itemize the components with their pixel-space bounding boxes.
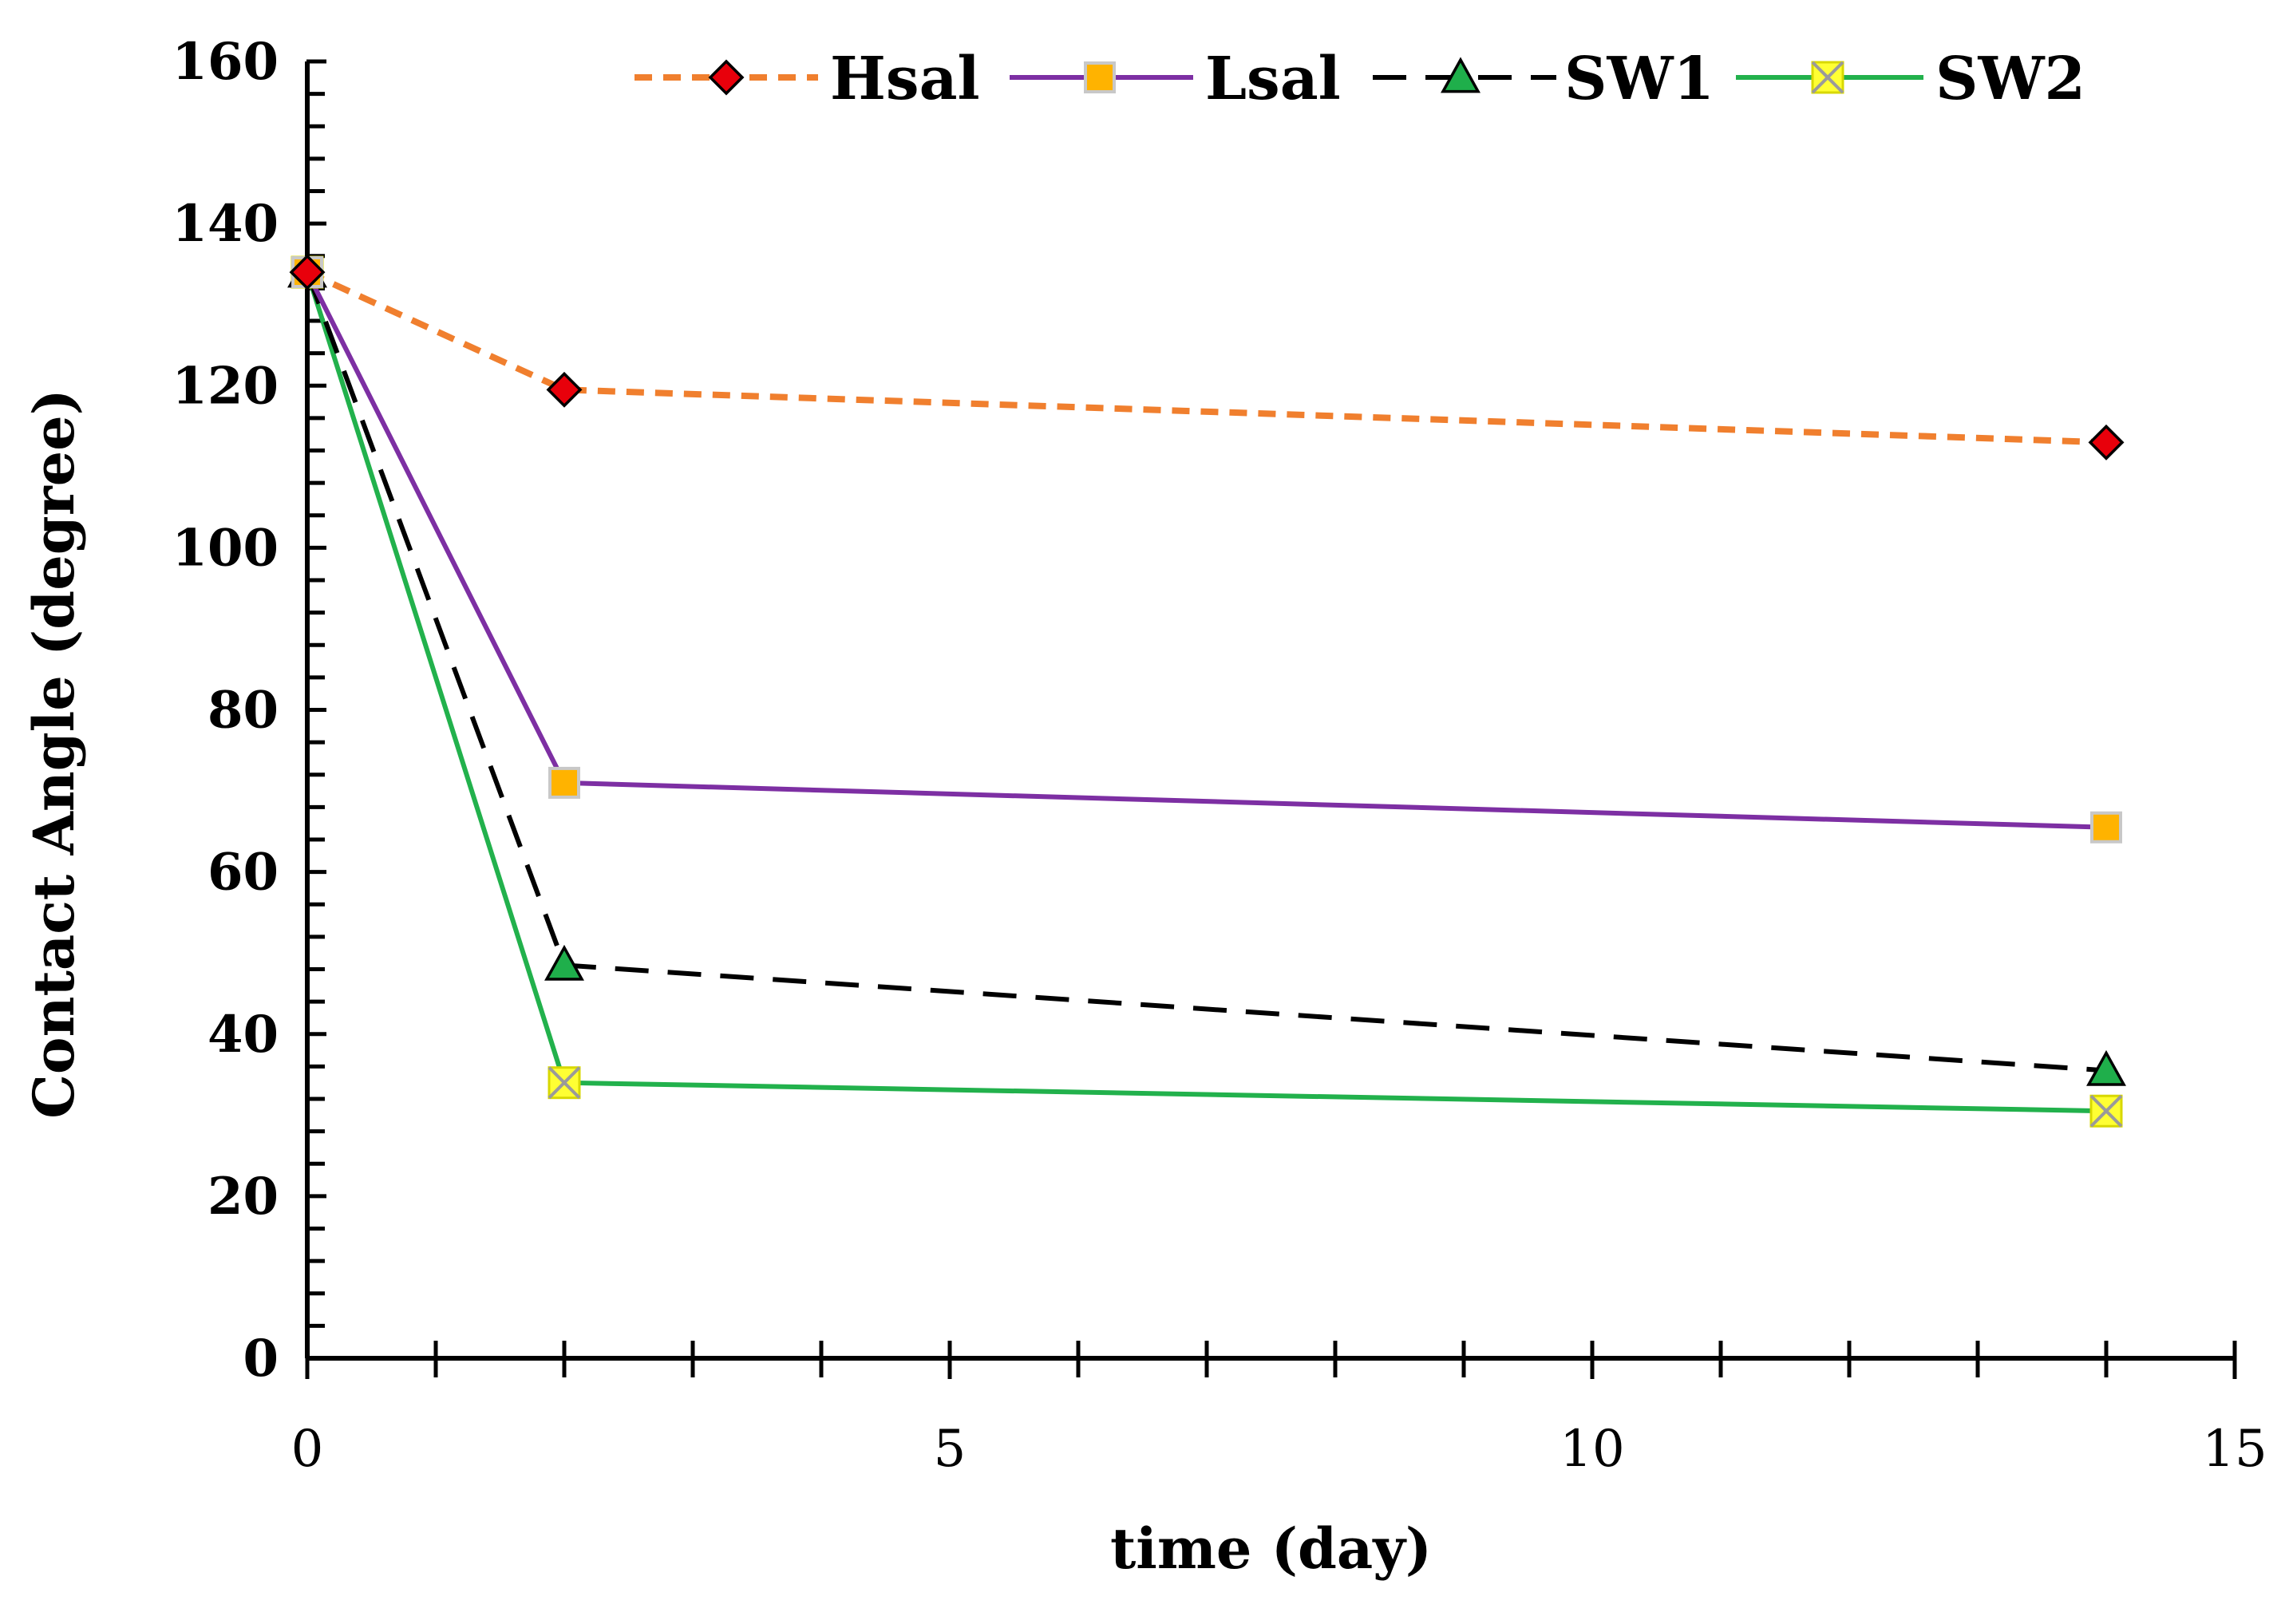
y-tick-label: 100 xyxy=(172,518,279,578)
series-layer xyxy=(305,269,2107,1114)
data-point-sw2-cross-b xyxy=(548,1066,581,1100)
legend: Hsal Lsal SW1 SW2 xyxy=(635,45,2085,113)
y-tick-label: 40 xyxy=(208,1005,279,1065)
legend-item-sw1: SW1 xyxy=(1373,45,1714,113)
legend-item-hsal: Hsal xyxy=(635,45,980,113)
data-point-lsal xyxy=(548,766,580,799)
y-tick-label: 160 xyxy=(172,32,279,92)
series-line-lsal xyxy=(305,271,2107,830)
data-point-hsal xyxy=(546,371,583,408)
legend-item-lsal: Lsal xyxy=(1010,45,1341,113)
data-point-lsal xyxy=(2090,811,2122,844)
y-tick-label: 80 xyxy=(208,681,279,741)
x-tick-label: 5 xyxy=(934,1420,967,1479)
y-axis-title: Contact Angle (degree) xyxy=(21,389,87,1119)
axes: 0 20 40 60 80 100 120 140 160 0 5 10 15 xyxy=(172,32,2267,1479)
x-axis-title: time (day) xyxy=(1110,1515,1432,1582)
legend-marker xyxy=(1084,61,1116,93)
y-tick-label: 20 xyxy=(208,1167,279,1227)
legend-marker xyxy=(1811,61,1844,94)
y-tick-label: 0 xyxy=(243,1329,279,1389)
data-point-hsal xyxy=(289,254,326,290)
markers-layer xyxy=(287,251,2126,1128)
y-tick-label: 140 xyxy=(172,194,279,254)
data-point-sw2 xyxy=(548,1066,581,1100)
data-point-sw1 xyxy=(544,944,584,981)
y-tick-label: 120 xyxy=(172,356,279,416)
legend-marker xyxy=(1441,57,1481,93)
data-point-hsal xyxy=(2088,424,2125,460)
legend-marker xyxy=(708,59,745,96)
legend-label: Hsal xyxy=(830,45,980,113)
x-tick-label: 0 xyxy=(291,1420,324,1479)
legend-label: Lsal xyxy=(1205,45,1341,113)
legend-label: SW1 xyxy=(1564,45,1714,113)
legend-label: SW2 xyxy=(1935,45,2085,113)
data-point-sw2 xyxy=(2089,1094,2123,1128)
x-tick-label: 15 xyxy=(2202,1420,2267,1479)
series-line-hsal xyxy=(306,269,2107,446)
legend-item-sw2: SW2 xyxy=(1736,45,2085,113)
x-tick-label: 10 xyxy=(1560,1420,1624,1479)
y-tick-label: 60 xyxy=(208,843,279,903)
legend-marker-cross-b xyxy=(1811,61,1844,94)
series-line-sw2 xyxy=(305,271,2107,1114)
data-point-sw2-cross-b xyxy=(2089,1094,2123,1128)
data-point-sw1 xyxy=(2086,1049,2126,1086)
